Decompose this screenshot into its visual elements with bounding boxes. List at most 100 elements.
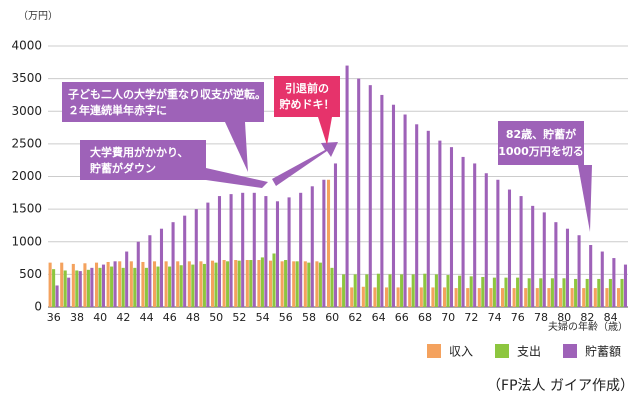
bar bbox=[275, 201, 280, 307]
annotation-box bbox=[80, 140, 206, 180]
annotation-text: 貯めドキ！ bbox=[280, 97, 335, 111]
bar bbox=[333, 163, 338, 307]
bar bbox=[315, 261, 319, 307]
bar bbox=[229, 194, 233, 307]
bar bbox=[330, 267, 334, 307]
bar bbox=[222, 260, 226, 307]
y-unit: （万円） bbox=[18, 10, 58, 22]
bar bbox=[252, 192, 256, 307]
bar bbox=[496, 179, 500, 307]
legend-label: 支出 bbox=[517, 345, 541, 359]
x-tick-label: 70 bbox=[441, 311, 455, 324]
annotations: 子ども二人の大学が重なり収支が逆転。 ２年連続単年赤字に 大学費用がかかり、 貯… bbox=[62, 76, 592, 232]
bar bbox=[554, 222, 558, 307]
bar bbox=[570, 288, 574, 307]
bar bbox=[400, 274, 404, 307]
arrow bbox=[225, 122, 248, 172]
bar bbox=[194, 209, 198, 307]
bar bbox=[461, 156, 465, 307]
bar bbox=[176, 261, 180, 307]
bar bbox=[484, 173, 488, 307]
bar bbox=[469, 276, 473, 307]
x-tick-label: 58 bbox=[302, 311, 316, 324]
bar bbox=[396, 287, 400, 307]
x-tick-label: 64 bbox=[372, 311, 386, 324]
bar bbox=[558, 288, 563, 307]
bar bbox=[264, 196, 268, 307]
bar bbox=[524, 288, 528, 307]
bar bbox=[272, 253, 276, 307]
bar bbox=[60, 262, 64, 307]
x-axis-label: 夫婦の年齢（歳） bbox=[548, 320, 628, 333]
bar bbox=[516, 277, 520, 307]
bar bbox=[442, 287, 447, 307]
annotation-text: 大学費用がかかり、 bbox=[90, 145, 189, 159]
bar bbox=[500, 288, 505, 307]
bar bbox=[191, 264, 195, 307]
bar bbox=[234, 260, 238, 307]
bar bbox=[322, 179, 326, 307]
bar bbox=[307, 262, 311, 307]
bar bbox=[542, 212, 546, 307]
bar bbox=[75, 270, 79, 307]
bar bbox=[585, 278, 589, 307]
bar bbox=[365, 274, 369, 307]
bar bbox=[94, 262, 99, 307]
bar bbox=[350, 287, 354, 307]
x-tick-label: 42 bbox=[116, 311, 130, 324]
bar bbox=[466, 288, 470, 307]
bar bbox=[531, 205, 535, 307]
bar bbox=[113, 261, 117, 307]
y-tick-label: 4000 bbox=[11, 39, 42, 53]
bar bbox=[438, 140, 442, 307]
annotation-box bbox=[274, 76, 340, 117]
y-tick-label: 2500 bbox=[11, 136, 42, 150]
bar bbox=[353, 274, 357, 307]
x-tick-label: 48 bbox=[186, 311, 200, 324]
bar bbox=[600, 251, 604, 307]
bar bbox=[489, 288, 493, 307]
bar bbox=[597, 278, 601, 307]
bar bbox=[78, 271, 82, 307]
bar bbox=[295, 261, 299, 307]
source: （FP法人 ガイア作成） bbox=[487, 378, 634, 394]
x-tick-label: 72 bbox=[464, 311, 478, 324]
bar bbox=[241, 192, 245, 307]
bar bbox=[118, 261, 122, 307]
annotation-text: ２年連続単年赤字に bbox=[68, 103, 167, 117]
y-tick-label: 3500 bbox=[11, 71, 42, 85]
x-tick-label: 50 bbox=[209, 311, 223, 324]
bar bbox=[431, 287, 435, 307]
x-tick-label: 38 bbox=[70, 311, 84, 324]
bar bbox=[368, 85, 372, 308]
bar bbox=[299, 192, 303, 307]
bar bbox=[179, 265, 183, 307]
bar bbox=[310, 186, 314, 307]
legend-swatch bbox=[563, 344, 577, 358]
bar bbox=[547, 288, 551, 307]
bar bbox=[237, 260, 241, 307]
bar bbox=[492, 277, 496, 307]
bar bbox=[159, 228, 164, 307]
bar bbox=[164, 261, 168, 307]
x-tick-label: 54 bbox=[256, 311, 270, 324]
bar bbox=[411, 274, 415, 307]
bar bbox=[217, 196, 222, 307]
bar bbox=[519, 196, 523, 307]
bar bbox=[141, 261, 145, 307]
x-tick-label: 36 bbox=[47, 311, 61, 324]
legend-swatch bbox=[427, 344, 441, 358]
bar bbox=[620, 278, 624, 307]
bar bbox=[589, 245, 593, 307]
bar bbox=[446, 275, 450, 307]
annotation-text: 1000万円を切る bbox=[498, 145, 584, 158]
x-tick-label: 62 bbox=[348, 311, 362, 324]
y-tick-label: 1000 bbox=[11, 234, 42, 248]
bar bbox=[292, 261, 296, 307]
bar bbox=[83, 263, 87, 307]
legend-swatch bbox=[495, 344, 509, 358]
bar bbox=[268, 260, 273, 307]
x-tick-label: 82 bbox=[580, 311, 594, 324]
y-tick-label: 3000 bbox=[11, 104, 42, 118]
